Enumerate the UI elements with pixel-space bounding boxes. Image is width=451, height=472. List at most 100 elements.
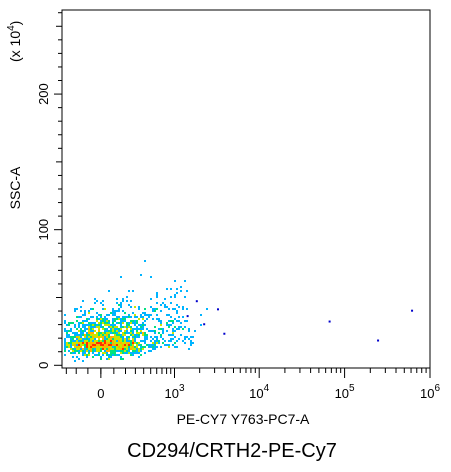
data-point — [66, 344, 68, 346]
data-point — [98, 324, 100, 326]
x-tick-label: 104 — [249, 383, 269, 401]
data-point — [118, 340, 120, 342]
data-point — [84, 336, 86, 338]
y-tick-label: 100 — [36, 219, 51, 241]
data-point — [74, 336, 76, 338]
data-point — [176, 310, 178, 312]
data-point — [74, 350, 76, 352]
data-point — [84, 330, 86, 332]
data-point — [78, 316, 80, 318]
data-point — [136, 344, 138, 346]
data-point — [130, 328, 132, 330]
data-point — [74, 344, 76, 346]
data-point — [194, 330, 196, 332]
data-point — [110, 356, 112, 358]
x-axis: 0 103 104 105 106 — [65, 368, 440, 401]
data-point — [136, 332, 138, 334]
data-point — [138, 344, 140, 346]
data-point — [70, 328, 72, 330]
data-point — [170, 288, 172, 290]
data-point — [120, 336, 122, 338]
data-point — [94, 344, 96, 346]
data-point — [110, 330, 112, 332]
data-point — [78, 340, 80, 342]
data-point — [126, 348, 128, 350]
data-point — [104, 348, 106, 350]
data-point — [100, 342, 102, 344]
data-point — [110, 348, 112, 350]
data-point — [96, 346, 98, 348]
data-point — [118, 342, 120, 344]
data-point — [150, 344, 152, 346]
y-axis-label: SSC-A — [7, 166, 23, 209]
data-point — [178, 338, 180, 340]
data-point — [88, 348, 90, 350]
data-point — [136, 346, 138, 348]
data-point — [118, 318, 120, 320]
data-point — [106, 358, 108, 360]
data-point — [98, 348, 100, 350]
data-point — [118, 308, 120, 310]
data-point — [112, 348, 114, 350]
data-point — [122, 338, 124, 340]
data-point — [104, 328, 106, 330]
data-point — [108, 334, 110, 336]
data-point — [100, 340, 102, 342]
data-point — [98, 322, 100, 324]
data-point — [110, 338, 112, 340]
data-point — [116, 350, 118, 352]
data-point — [108, 324, 110, 326]
data-point — [120, 320, 122, 322]
data-point — [84, 310, 86, 312]
data-point — [142, 318, 144, 320]
data-point — [140, 324, 142, 326]
data-point — [104, 316, 106, 318]
data-point — [74, 340, 76, 342]
data-point — [80, 330, 82, 332]
outlier-point — [216, 308, 219, 311]
data-point — [124, 326, 126, 328]
data-point — [128, 346, 130, 348]
data-point — [110, 328, 112, 330]
data-point — [142, 340, 144, 342]
data-point — [176, 312, 178, 314]
data-point — [110, 350, 112, 352]
data-point — [104, 322, 106, 324]
data-point — [102, 336, 104, 338]
data-point — [140, 316, 142, 318]
data-point — [128, 348, 130, 350]
data-point — [64, 314, 66, 316]
data-point — [88, 330, 90, 332]
data-point — [66, 336, 68, 338]
data-point — [112, 322, 114, 324]
data-point — [166, 306, 168, 308]
y-multiplier-label: (x 104) — [6, 21, 23, 62]
x-axis-label: PE-CY7 Y763-PC7-A — [177, 411, 310, 427]
data-point — [122, 344, 124, 346]
data-point — [118, 322, 120, 324]
data-point — [130, 330, 132, 332]
data-point — [136, 342, 138, 344]
data-point — [158, 320, 160, 322]
data-point — [178, 316, 180, 318]
data-point — [158, 340, 160, 342]
data-point — [88, 340, 90, 342]
data-point — [178, 328, 180, 330]
data-point — [80, 344, 82, 346]
data-point — [154, 346, 156, 348]
data-point — [166, 324, 168, 326]
data-point — [72, 332, 74, 334]
data-point — [92, 346, 94, 348]
data-point — [92, 348, 94, 350]
data-point — [144, 334, 146, 336]
data-point — [88, 310, 90, 312]
data-point — [118, 338, 120, 340]
data-point — [174, 296, 176, 298]
data-point — [180, 322, 182, 324]
data-point — [124, 338, 126, 340]
data-point — [168, 326, 170, 328]
data-point — [144, 324, 146, 326]
data-point — [78, 350, 80, 352]
data-point — [100, 322, 102, 324]
data-point — [126, 344, 128, 346]
